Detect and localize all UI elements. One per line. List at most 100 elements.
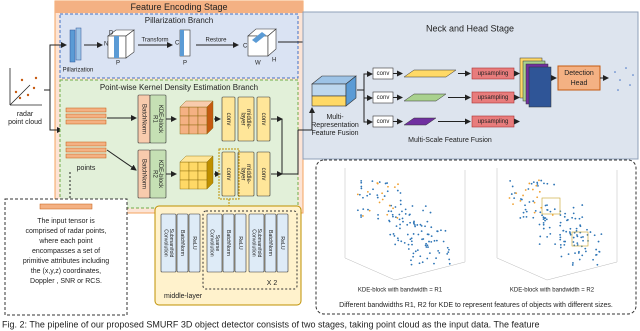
scatter-dot bbox=[549, 210, 552, 213]
scatter-dot bbox=[563, 240, 565, 243]
scatter-dot bbox=[392, 233, 395, 235]
input-label: radar bbox=[17, 111, 34, 118]
scatter-dot bbox=[542, 221, 545, 224]
dim: C bbox=[175, 41, 180, 47]
block-label: Submanifold bbox=[168, 229, 174, 258]
scatter-dot bbox=[410, 263, 413, 266]
voxel-side bbox=[206, 100, 214, 135]
scatter-dot bbox=[417, 233, 420, 236]
scatter-dot bbox=[396, 189, 399, 192]
scatter-dot bbox=[580, 245, 583, 248]
output-cloud bbox=[614, 67, 634, 91]
scatter-dot bbox=[546, 182, 549, 185]
scatter-dot bbox=[360, 216, 362, 218]
scatter-dot bbox=[530, 182, 533, 185]
fusion-label: Representation bbox=[311, 122, 359, 129]
label: Transform bbox=[141, 38, 168, 44]
scatter-dot bbox=[430, 235, 433, 238]
scatter-dot bbox=[576, 234, 578, 236]
matrix-fill bbox=[180, 30, 184, 56]
scatter-dot bbox=[525, 215, 528, 218]
scatter-dot bbox=[533, 201, 536, 204]
scatter-dot bbox=[424, 244, 427, 247]
scatter-dot bbox=[387, 210, 390, 213]
voxel bbox=[179, 179, 190, 190]
scatter-dot bbox=[581, 216, 584, 219]
scatter-dot bbox=[576, 242, 579, 245]
scatter-dot bbox=[420, 224, 423, 227]
scatter-dot bbox=[386, 213, 389, 216]
scatter-dot bbox=[559, 236, 562, 239]
scatter-dot bbox=[596, 263, 599, 266]
voxel bbox=[197, 115, 208, 126]
scatter-dot bbox=[548, 226, 551, 229]
scatter-dot bbox=[532, 181, 535, 184]
scatter-dot bbox=[412, 255, 415, 258]
panel-frame bbox=[344, 168, 466, 281]
scatter-dot bbox=[409, 221, 412, 224]
scatter-dot bbox=[419, 255, 422, 258]
block-label: BatchNorm bbox=[179, 230, 185, 256]
block-label: conv bbox=[225, 168, 231, 181]
block-label: R2 bbox=[152, 170, 158, 178]
voxel bbox=[188, 115, 199, 126]
arrow bbox=[106, 149, 137, 171]
block-label: layer bbox=[240, 167, 246, 180]
scatter-dot bbox=[418, 262, 421, 265]
note-line: Doppler , SNR or RCS. bbox=[30, 278, 102, 285]
scatter-dot bbox=[542, 227, 545, 230]
scatter-dot bbox=[571, 264, 574, 266]
block bbox=[237, 151, 255, 197]
scatter-dot bbox=[426, 244, 429, 247]
encoding-header bbox=[55, 1, 303, 13]
scatter-dot bbox=[406, 233, 409, 236]
voxel bbox=[197, 161, 208, 172]
scatter-panels bbox=[344, 168, 618, 281]
scatter-dot bbox=[401, 210, 403, 213]
scatter-dot bbox=[430, 226, 433, 229]
voxel bbox=[188, 124, 199, 135]
scatter-dot bbox=[429, 211, 432, 214]
scatter-dot bbox=[390, 204, 393, 207]
scatter-dot bbox=[569, 233, 572, 236]
scatter-dot bbox=[442, 240, 445, 243]
scatter-dot bbox=[435, 257, 437, 260]
scatter-dot bbox=[433, 239, 436, 242]
scatter-dot bbox=[553, 208, 556, 211]
scatter-dot bbox=[421, 261, 424, 264]
points-stack bbox=[65, 107, 107, 159]
scatter-dot bbox=[531, 188, 534, 191]
dim: C bbox=[243, 44, 248, 50]
scatter-dot bbox=[409, 238, 412, 241]
scatter-dot bbox=[559, 233, 562, 236]
scatter-dot bbox=[579, 225, 582, 228]
scatter-dot bbox=[566, 218, 569, 221]
repeat-label: X 2 bbox=[267, 280, 278, 287]
scatter-dot bbox=[426, 220, 429, 223]
scatter-dot bbox=[371, 180, 374, 183]
note-line: where each point bbox=[38, 238, 92, 245]
scatter-dot bbox=[416, 249, 419, 252]
stage-title: Feature Encoding Stage bbox=[130, 2, 227, 12]
block bbox=[256, 151, 271, 197]
scatter-dot bbox=[407, 243, 410, 246]
scatter-dot bbox=[536, 181, 539, 184]
scatter-dot bbox=[571, 216, 574, 219]
dim: N bbox=[104, 42, 108, 48]
scatter-dot bbox=[367, 208, 369, 211]
dim: P bbox=[183, 61, 187, 67]
scatter-dot bbox=[576, 235, 579, 238]
scatter-dot bbox=[400, 240, 403, 243]
scatter-dot bbox=[397, 183, 399, 186]
scatter-dot bbox=[394, 243, 397, 246]
scatter-dot bbox=[576, 244, 579, 246]
scatter-dot bbox=[360, 179, 363, 182]
scatter-dot bbox=[563, 215, 566, 218]
scatter-dot bbox=[412, 233, 415, 235]
scatter-dot bbox=[383, 195, 386, 197]
scatter-dot bbox=[421, 238, 423, 241]
input-label: point cloud bbox=[8, 119, 42, 126]
input-axes bbox=[9, 68, 42, 106]
